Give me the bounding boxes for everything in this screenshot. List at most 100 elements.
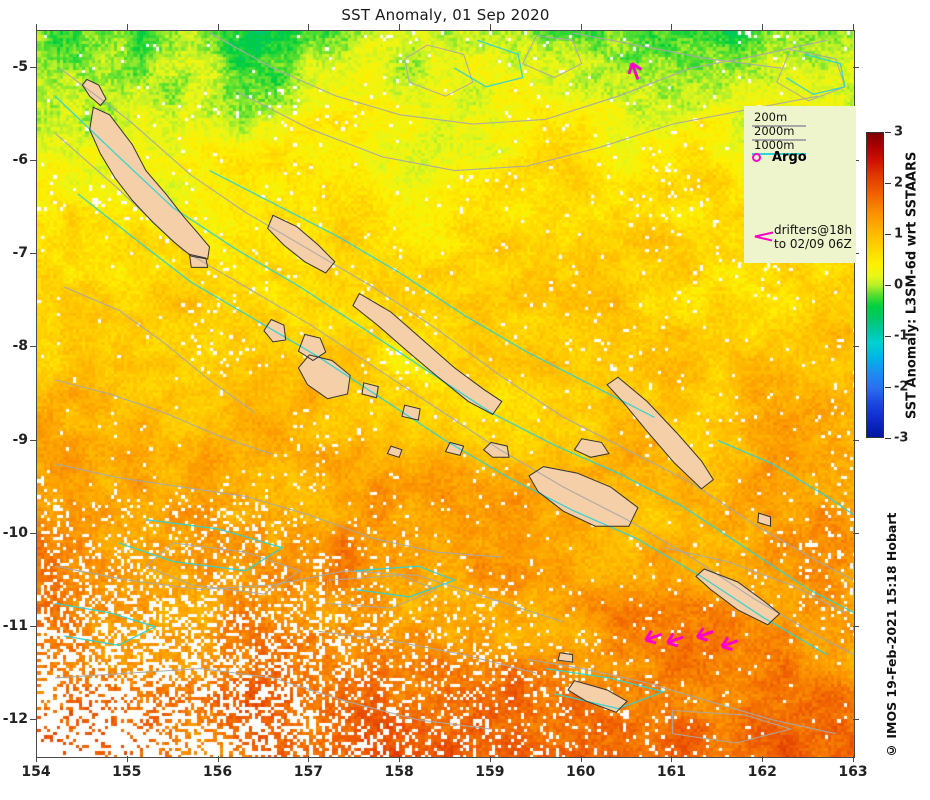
- y-tick-right: [853, 67, 859, 69]
- x-tick-label: 159: [475, 764, 505, 780]
- map-legend[interactable]: 200m 2000m 1000m Argo drifters@18h to 02…: [744, 106, 856, 263]
- contour-200m: [318, 630, 537, 674]
- contour-1000m: [785, 53, 846, 95]
- x-tick-top: [36, 24, 37, 30]
- island-coastline: [557, 652, 574, 663]
- island-coastline: [267, 214, 336, 274]
- legend-argo-entry[interactable]: Argo: [752, 150, 807, 165]
- legend-contour-200m-label: 200m: [754, 110, 788, 124]
- colorbar-tick: [885, 285, 891, 286]
- island-coastline: [606, 376, 714, 490]
- sst-anomaly-raster: [37, 31, 854, 757]
- x-tick-label: 156: [202, 764, 233, 780]
- drifter-arrow: [627, 62, 643, 80]
- x-tick: [671, 756, 673, 762]
- contour-2000m: [671, 709, 793, 744]
- y-tick-right: [853, 160, 859, 162]
- y-tick-label: -5: [12, 59, 28, 76]
- contour-200m: [663, 547, 846, 614]
- x-tick-top: [762, 24, 764, 30]
- credit-text: © IMOS 19-Feb-2021 15:18 Hobart: [884, 512, 899, 758]
- y-tick-right: [853, 625, 859, 627]
- colorbar-tick: [885, 234, 891, 235]
- x-tick-label: 154: [21, 764, 51, 780]
- colorbar-tick-label: 1: [894, 226, 904, 242]
- contour-1000m: [77, 193, 828, 656]
- y-tick: [30, 439, 36, 441]
- x-tick: [489, 756, 491, 762]
- x-tick: [580, 756, 582, 762]
- y-tick: [30, 67, 36, 69]
- x-tick-label: 163: [838, 764, 868, 780]
- island-coastline: [361, 382, 379, 399]
- legend-contour-1000m-label: 1000m: [754, 138, 795, 152]
- colorbar-tick-label: 3: [894, 124, 904, 140]
- colorbar-tick-label: 2: [894, 175, 904, 191]
- island-coastline: [482, 441, 510, 458]
- island-coastline: [352, 292, 503, 416]
- island-coastline: [401, 404, 421, 421]
- x-tick: [853, 756, 854, 762]
- drifter-arrow: [720, 636, 739, 652]
- map-plot-area[interactable]: [36, 30, 855, 758]
- colorbar-title: SST Anomaly: L3SM-6d wrt SSTAARS: [904, 151, 920, 419]
- legend-argo-label: Argo: [772, 150, 807, 165]
- figure-title: SST Anomaly, 01 Sep 2020: [341, 6, 550, 24]
- x-tick: [308, 756, 310, 762]
- y-tick-label: -10: [2, 524, 28, 541]
- x-tick-top: [126, 24, 128, 30]
- contour-200m: [54, 132, 854, 656]
- island-coastline: [89, 106, 211, 260]
- contour-200m: [527, 658, 836, 735]
- island-coastline: [386, 445, 403, 458]
- y-tick-right: [853, 532, 859, 534]
- contour-1000m: [354, 565, 457, 598]
- x-tick: [126, 756, 128, 762]
- x-tick-top: [217, 24, 219, 30]
- contour-200m: [236, 91, 818, 172]
- argo-marker-icon: [752, 153, 761, 162]
- colorbar-tick: [885, 387, 891, 388]
- x-tick-label: 162: [747, 764, 777, 780]
- y-tick-label: -6: [12, 152, 28, 169]
- drifter-arrow: [644, 629, 663, 645]
- x-tick-top: [580, 24, 582, 30]
- x-tick: [399, 756, 401, 762]
- y-tick-label: -7: [12, 245, 28, 262]
- colorbar-tick-label: 0: [894, 277, 904, 293]
- island-coastline: [297, 354, 351, 400]
- colorbar-tick: [885, 183, 891, 184]
- x-tick-top: [308, 24, 310, 30]
- legend-contour-200m-line: [752, 125, 806, 127]
- y-tick-right: [853, 439, 859, 441]
- map-vector-overlay: [54, 32, 854, 744]
- contour-200m: [55, 463, 501, 558]
- y-tick: [30, 160, 36, 162]
- y-tick-label: -8: [12, 338, 28, 355]
- drifter-arrow: [696, 627, 714, 642]
- island-coastline: [695, 568, 781, 626]
- contour-2000m: [776, 48, 846, 102]
- island-coastline: [757, 512, 771, 527]
- contour-1000m: [717, 439, 854, 516]
- y-tick: [30, 253, 36, 255]
- island-coastline: [188, 253, 209, 268]
- island-coastline: [263, 318, 287, 343]
- colorbar-tick: [885, 336, 891, 337]
- y-tick-right: [853, 253, 859, 255]
- colorbar-tick: [885, 132, 891, 133]
- x-tick: [36, 756, 37, 762]
- y-tick-label: -11: [2, 617, 28, 634]
- island-coastline: [573, 438, 610, 458]
- x-tick-label: 160: [566, 764, 596, 780]
- colorbar: [866, 132, 884, 438]
- island-coastline: [81, 78, 107, 107]
- contour-1000m: [54, 95, 854, 614]
- contour-2000m: [404, 44, 474, 97]
- x-tick: [217, 756, 219, 762]
- legend-drifter-line1: drifters@18h: [774, 223, 853, 237]
- legend-contour-1000m-line: [752, 153, 806, 155]
- x-tick-label: 157: [293, 764, 323, 780]
- contour-1000m: [55, 602, 157, 646]
- x-tick-label: 155: [112, 764, 142, 780]
